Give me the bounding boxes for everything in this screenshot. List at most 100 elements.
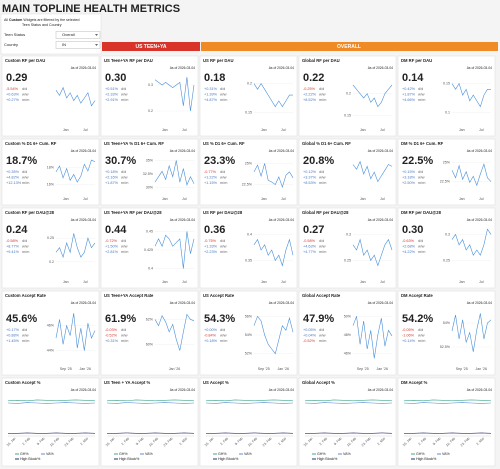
x-tick-label: Jul bbox=[479, 128, 484, 132]
card-title: Global % D1 6+ Cum. RF bbox=[302, 141, 351, 146]
legend-label: VA% bbox=[343, 452, 352, 456]
delta-label: w/w bbox=[22, 93, 29, 97]
card bbox=[298, 138, 397, 206]
filter-value: IN bbox=[62, 42, 66, 47]
series-line bbox=[403, 402, 492, 404]
x-tick-label: 26. Jan bbox=[6, 436, 17, 447]
x-tick-label: Jan bbox=[63, 128, 69, 132]
sparkline bbox=[352, 160, 393, 183]
section-band bbox=[201, 42, 498, 51]
delta-value: +3.18% bbox=[402, 176, 416, 180]
card-title: DM RF per DAU@28 bbox=[401, 210, 442, 215]
x-tick-label: 23. Feb bbox=[64, 436, 75, 447]
delta-value: +2.50% bbox=[402, 181, 416, 185]
delta-label: w/w bbox=[121, 93, 128, 97]
delta-label: m/m bbox=[220, 250, 227, 254]
delta-value: +12.13% bbox=[6, 181, 22, 185]
x-tick-label: Jul bbox=[83, 197, 88, 201]
card-title: US RF per DAU bbox=[203, 58, 233, 63]
delta-value: +0.18% bbox=[204, 339, 218, 343]
x-tick-label: Jul bbox=[281, 280, 286, 284]
y-tick-label: 25% bbox=[245, 161, 253, 165]
metric-value: 22.5% bbox=[402, 155, 433, 167]
metric-value: 0.14 bbox=[402, 72, 424, 84]
delta-label: m/m bbox=[220, 181, 227, 185]
x-tick-label: 26. Jan bbox=[204, 436, 215, 447]
filter-dropdown[interactable] bbox=[55, 31, 101, 39]
delta-value: -0.25% bbox=[303, 87, 316, 91]
x-tick-label: Sep '25 bbox=[258, 367, 270, 371]
as-of: As of 2026-03-04 bbox=[170, 301, 195, 305]
as-of: As of 2026-03-04 bbox=[368, 301, 393, 305]
delta-label: d/d bbox=[121, 239, 126, 243]
x-tick-label: 2. Feb bbox=[417, 436, 427, 446]
x-tick-label: 2. Feb bbox=[219, 436, 229, 446]
x-tick-label: Sep '25 bbox=[60, 367, 72, 371]
delta-label: m/m bbox=[220, 98, 227, 102]
filter-dropdown[interactable] bbox=[55, 41, 101, 49]
x-tick-label: Jan bbox=[360, 197, 366, 201]
delta-value: +1.50% bbox=[105, 245, 119, 249]
delta-label: w/w bbox=[418, 334, 425, 338]
y-tick-label: 52% bbox=[245, 352, 253, 356]
legend-label: GH% bbox=[20, 452, 29, 456]
y-tick-label: 0.25 bbox=[47, 236, 54, 240]
x-tick-label: 2. Mar bbox=[79, 436, 89, 446]
section-label: OVERALL bbox=[337, 44, 361, 50]
y-tick-label: 46% bbox=[47, 324, 55, 328]
delta-value: +0.31% bbox=[204, 87, 218, 91]
card bbox=[298, 377, 397, 467]
x-tick-label: Jul bbox=[479, 280, 484, 284]
delta-value: -0.75% bbox=[204, 239, 217, 243]
card-title: US Teen+YA Accept Rate bbox=[104, 293, 154, 298]
delta-label: d/d bbox=[319, 170, 324, 174]
x-tick-label: Sep '25 bbox=[456, 367, 468, 371]
series-line bbox=[205, 402, 294, 404]
card-title: Custom % D1 6+ Cum. RF bbox=[5, 141, 57, 146]
delta-value: +4.87% bbox=[204, 98, 218, 102]
x-tick-label: Jul bbox=[83, 280, 88, 284]
x-tick-label: 2. Feb bbox=[21, 436, 31, 446]
y-tick-label: 0.4 bbox=[247, 232, 252, 236]
card-title: Custom RF per DAU@28 bbox=[5, 210, 55, 215]
delta-label: d/d bbox=[121, 170, 126, 174]
card bbox=[199, 55, 298, 137]
card bbox=[1, 207, 100, 289]
delta-value: -0.58% bbox=[303, 239, 316, 243]
as-of: As of 2026-03-04 bbox=[368, 149, 393, 153]
y-tick-label: 32.5% bbox=[143, 172, 154, 176]
y-tick-label: 16% bbox=[47, 183, 55, 187]
x-tick-label: Jan '26 bbox=[80, 367, 91, 371]
card bbox=[100, 377, 199, 467]
delta-value: +0.27% bbox=[6, 98, 20, 102]
filter-value: Overall bbox=[62, 32, 75, 37]
delta-label: d/d bbox=[418, 87, 423, 91]
as-of: As of 2026-03-04 bbox=[71, 149, 96, 153]
delta-label: w/w bbox=[121, 334, 128, 338]
delta-label: m/m bbox=[121, 98, 128, 102]
delta-label: m/m bbox=[418, 250, 425, 254]
delta-value: +8.53% bbox=[303, 181, 317, 185]
y-tick-label: 60% bbox=[146, 342, 154, 346]
delta-label: d/d bbox=[22, 170, 27, 174]
delta-value: +0.14% bbox=[402, 339, 416, 343]
x-tick-label: 16. Feb bbox=[346, 436, 357, 447]
x-tick-label: Jan bbox=[459, 280, 465, 284]
y-tick-label: 54% bbox=[245, 333, 253, 337]
delta-label: d/d bbox=[319, 328, 324, 332]
delta-label: d/d bbox=[220, 239, 225, 243]
x-tick-label: 23. Feb bbox=[460, 436, 471, 447]
y-tick-label: 56% bbox=[245, 314, 253, 318]
sparkline bbox=[451, 82, 491, 108]
x-tick-label: 26. Jan bbox=[303, 436, 314, 447]
delta-value: +4.66% bbox=[402, 98, 416, 102]
card-title: US Teen+YA % D1 6+ Cum. RF bbox=[104, 141, 164, 146]
delta-value: +0.12% bbox=[303, 170, 317, 174]
series-line bbox=[304, 402, 393, 404]
card bbox=[100, 290, 199, 376]
y-tick-label: 52.5% bbox=[440, 345, 451, 349]
x-tick-label: Jul bbox=[182, 128, 187, 132]
x-tick-label: 9. Feb bbox=[234, 436, 244, 446]
as-of: As of 2026-03-04 bbox=[269, 388, 294, 392]
